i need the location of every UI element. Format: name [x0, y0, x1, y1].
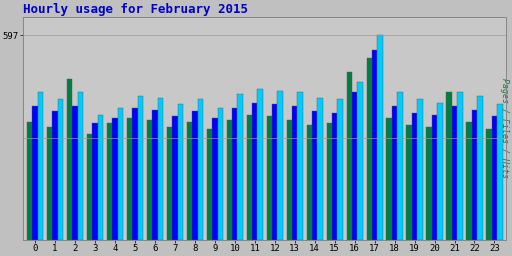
Bar	[417, 99, 422, 240]
Bar	[78, 92, 83, 240]
Bar	[272, 104, 278, 240]
Bar	[377, 35, 382, 240]
Bar	[238, 94, 243, 240]
Bar	[32, 106, 38, 240]
Bar	[258, 89, 263, 240]
Bar	[397, 92, 402, 240]
Bar	[107, 123, 112, 240]
Bar	[287, 120, 292, 240]
Bar	[327, 123, 332, 240]
Bar	[147, 120, 152, 240]
Bar	[218, 108, 223, 240]
Bar	[198, 99, 203, 240]
Bar	[152, 110, 158, 240]
Bar	[278, 91, 283, 240]
Bar	[297, 92, 303, 240]
Bar	[192, 111, 198, 240]
Bar	[67, 79, 72, 240]
Bar	[387, 118, 392, 240]
Bar	[138, 96, 143, 240]
Bar	[307, 125, 312, 240]
Bar	[178, 104, 183, 240]
Bar	[347, 72, 352, 240]
Bar	[292, 106, 297, 240]
Bar	[252, 103, 258, 240]
Bar	[367, 58, 372, 240]
Bar	[477, 96, 483, 240]
Bar	[118, 108, 123, 240]
Bar	[357, 82, 362, 240]
Text: Hourly usage for February 2015: Hourly usage for February 2015	[23, 3, 248, 16]
Bar	[247, 115, 252, 240]
Bar	[486, 129, 492, 240]
Bar	[372, 50, 377, 240]
Bar	[392, 106, 397, 240]
Bar	[167, 127, 172, 240]
Bar	[437, 103, 443, 240]
Bar	[27, 122, 32, 240]
Bar	[158, 98, 163, 240]
Bar	[267, 116, 272, 240]
Bar	[452, 106, 457, 240]
Bar	[446, 92, 452, 240]
Bar	[407, 125, 412, 240]
Bar	[98, 115, 103, 240]
Bar	[172, 116, 178, 240]
Bar	[457, 92, 463, 240]
Bar	[337, 99, 343, 240]
Bar	[92, 123, 98, 240]
Bar	[497, 104, 503, 240]
Bar	[352, 92, 357, 240]
Bar	[426, 127, 432, 240]
Bar	[492, 116, 497, 240]
Bar	[227, 120, 232, 240]
Bar	[112, 118, 118, 240]
Bar	[466, 122, 472, 240]
Y-axis label: Pages / Files / Hits: Pages / Files / Hits	[500, 79, 509, 178]
Bar	[52, 111, 58, 240]
Bar	[312, 111, 317, 240]
Bar	[207, 129, 212, 240]
Bar	[472, 110, 477, 240]
Bar	[58, 99, 63, 240]
Bar	[212, 118, 218, 240]
Bar	[187, 122, 192, 240]
Bar	[127, 118, 132, 240]
Bar	[412, 113, 417, 240]
Bar	[432, 115, 437, 240]
Bar	[232, 108, 238, 240]
Bar	[87, 134, 92, 240]
Bar	[332, 113, 337, 240]
Bar	[132, 108, 138, 240]
Bar	[47, 127, 52, 240]
Bar	[72, 106, 78, 240]
Bar	[317, 98, 323, 240]
Bar	[38, 92, 43, 240]
